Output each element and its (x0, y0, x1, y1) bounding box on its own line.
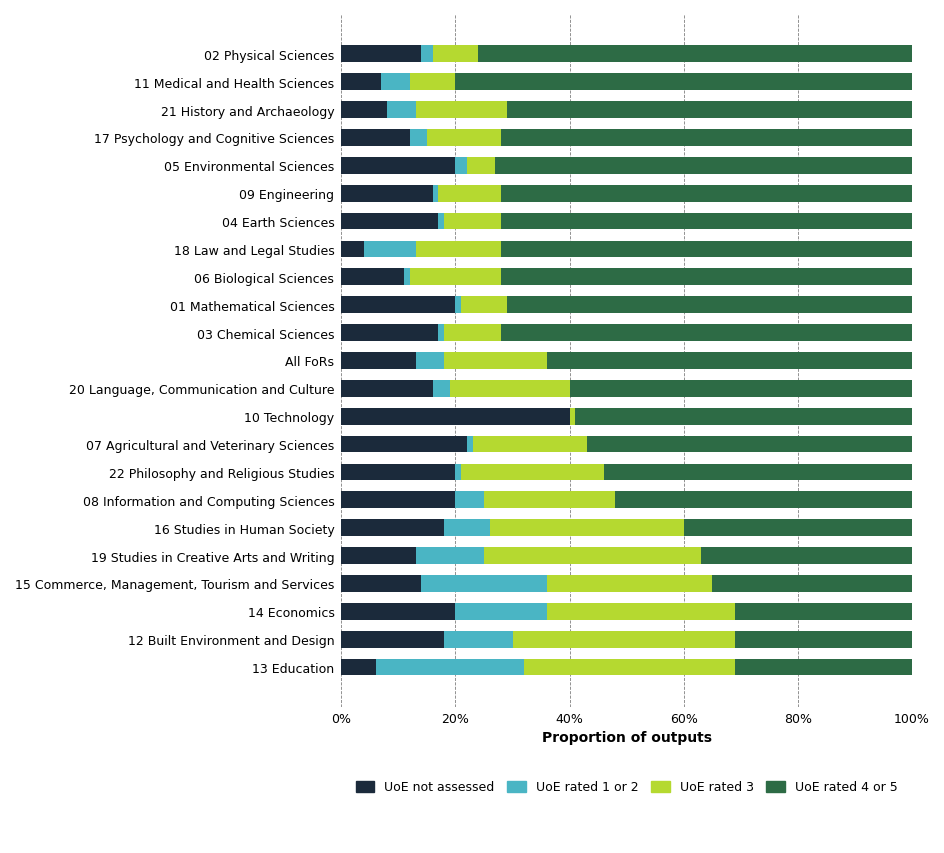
Bar (478, 46, 911, 63)
Bar (341, 631, 444, 647)
Bar (341, 74, 380, 91)
Bar (603, 464, 911, 481)
Bar (461, 297, 506, 314)
Bar (569, 380, 911, 397)
Bar (415, 102, 506, 119)
Bar (547, 603, 734, 620)
Bar (495, 158, 911, 175)
Bar (410, 74, 455, 91)
Bar (472, 436, 586, 453)
Bar (341, 519, 444, 537)
Bar (512, 631, 734, 647)
Bar (547, 576, 712, 592)
Bar (483, 492, 615, 508)
Bar (341, 325, 438, 341)
Bar (712, 576, 911, 592)
Bar (341, 409, 569, 425)
Bar (489, 519, 683, 537)
Bar (341, 576, 421, 592)
Bar (341, 659, 375, 676)
Bar (438, 186, 500, 202)
Bar (444, 352, 547, 369)
Bar (404, 270, 410, 286)
Bar (432, 380, 449, 397)
Bar (410, 270, 500, 286)
Bar (410, 130, 427, 147)
Bar (523, 659, 734, 676)
Bar (341, 436, 466, 453)
Bar (415, 241, 500, 258)
Bar (341, 352, 415, 369)
Bar (432, 46, 478, 63)
Bar (547, 352, 911, 369)
Bar (500, 270, 911, 286)
Bar (341, 158, 455, 175)
Bar (438, 213, 444, 230)
Bar (500, 325, 911, 341)
Bar (438, 325, 444, 341)
Bar (421, 576, 547, 592)
Bar (455, 603, 547, 620)
Bar (455, 464, 461, 481)
Bar (734, 603, 911, 620)
Bar (455, 492, 483, 508)
Bar (432, 186, 438, 202)
Bar (341, 603, 455, 620)
Bar (449, 380, 569, 397)
Bar (444, 631, 512, 647)
Bar (444, 325, 500, 341)
Bar (500, 213, 911, 230)
Bar (341, 46, 421, 63)
Bar (569, 409, 575, 425)
Bar (506, 102, 911, 119)
Bar (683, 519, 911, 537)
Bar (455, 74, 911, 91)
Bar (700, 548, 911, 564)
Bar (444, 519, 489, 537)
Bar (341, 130, 410, 147)
Bar (734, 631, 911, 647)
Bar (734, 659, 911, 676)
Bar (380, 74, 410, 91)
Bar (575, 409, 911, 425)
Bar (375, 659, 523, 676)
Bar (500, 186, 911, 202)
Bar (586, 436, 911, 453)
Bar (466, 158, 495, 175)
X-axis label: Proportion of outputs: Proportion of outputs (541, 730, 711, 745)
Bar (421, 46, 432, 63)
Bar (455, 297, 461, 314)
Bar (483, 548, 700, 564)
Bar (341, 241, 363, 258)
Bar (387, 102, 415, 119)
Bar (341, 492, 455, 508)
Bar (500, 241, 911, 258)
Bar (455, 158, 466, 175)
Bar (415, 548, 483, 564)
Bar (341, 297, 455, 314)
Bar (341, 102, 387, 119)
Bar (341, 464, 455, 481)
Bar (500, 130, 911, 147)
Bar (427, 130, 500, 147)
Bar (341, 270, 404, 286)
Bar (444, 213, 500, 230)
Bar (466, 436, 472, 453)
Bar (615, 492, 911, 508)
Bar (461, 464, 603, 481)
Bar (341, 213, 438, 230)
Bar (341, 380, 432, 397)
Bar (506, 297, 911, 314)
Bar (341, 186, 432, 202)
Bar (363, 241, 415, 258)
Legend: UoE not assessed, UoE rated 1 or 2, UoE rated 3, UoE rated 4 or 5: UoE not assessed, UoE rated 1 or 2, UoE … (350, 775, 902, 798)
Bar (415, 352, 444, 369)
Bar (341, 548, 415, 564)
